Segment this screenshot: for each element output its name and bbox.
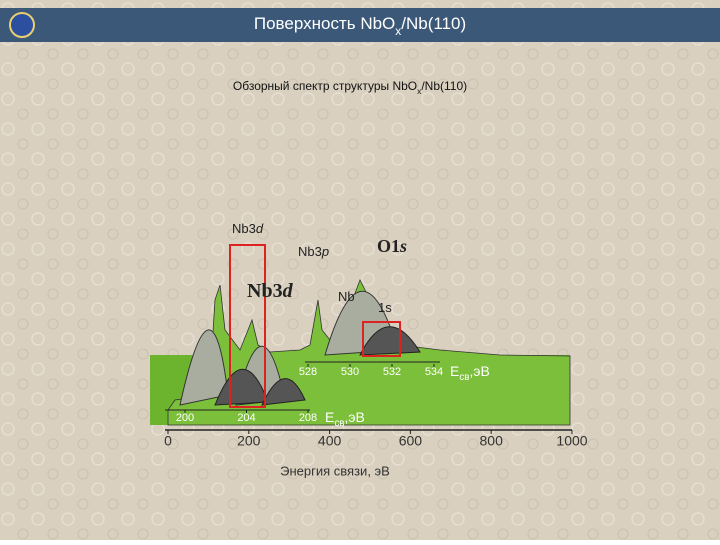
text-part: d — [283, 280, 294, 302]
caption: Обзорный спектр структуры NbOx/Nb(110) — [233, 79, 467, 96]
peak — [179, 329, 229, 406]
text-part: св — [334, 418, 344, 429]
text-part: s — [399, 236, 407, 256]
x-tick-label: 200 — [237, 433, 261, 449]
annotation: O1s — [377, 236, 407, 256]
highlight-box — [229, 244, 266, 408]
text-part: Nb3 — [298, 244, 322, 259]
inset-tick-label: 528 — [299, 366, 317, 378]
annotation: Nb3p — [298, 244, 329, 259]
title: Поверхность NbOx/Nb(110) — [254, 14, 466, 38]
x-tick-label: 400 — [318, 433, 342, 449]
header-bar — [0, 8, 720, 42]
text-part: ,эВ — [469, 363, 489, 379]
x-tick-label: 0 — [164, 433, 172, 449]
inset-tick-label: 204 — [237, 412, 255, 424]
text-part: x — [417, 86, 422, 96]
text-part: Поверхность NbO — [254, 14, 395, 33]
text-part: E — [325, 409, 334, 425]
inset-tick-label: 200 — [176, 412, 194, 424]
x-tick-label: 600 — [399, 433, 423, 449]
annotation: Nb — [338, 289, 355, 304]
figure — [150, 244, 572, 431]
annotation: 1s — [378, 300, 392, 315]
inset-tick-label: 530 — [341, 366, 359, 378]
peak — [261, 378, 306, 406]
inset-axis-label: Eсв,эВ — [450, 363, 490, 383]
text-part: E — [450, 363, 459, 379]
peak — [359, 326, 421, 356]
annotation: Nb3d — [232, 221, 264, 236]
highlight-box — [362, 321, 401, 357]
text-part: св — [459, 372, 469, 383]
inset-axis-label: Eсв,эВ — [325, 409, 365, 429]
text-part: Обзорный спектр структуры NbO — [233, 79, 417, 93]
text-part: 1s — [378, 300, 392, 315]
text-part: /Nb(110) — [421, 79, 467, 93]
text-part: Nb — [338, 289, 355, 304]
text-part: O1 — [377, 236, 400, 256]
x-tick-label: 800 — [480, 433, 504, 449]
text-part: p — [321, 244, 329, 259]
text-part: d — [256, 221, 264, 236]
text-part: /Nb(110) — [401, 14, 466, 33]
inset-tick-label: 534 — [425, 366, 443, 378]
x-axis-label: Энергия связи, эВ — [280, 463, 390, 478]
text-part: ,эВ — [344, 409, 364, 425]
text-part: Nb3 — [247, 280, 283, 302]
text-part: x — [395, 24, 401, 38]
inset-tick-label: 532 — [383, 366, 401, 378]
annotation: Nb3d — [247, 280, 294, 302]
x-tick-label: 1000 — [556, 433, 587, 449]
logo — [9, 12, 35, 38]
inset-tick-label: 208 — [299, 412, 317, 424]
text-part: Nb3 — [232, 221, 256, 236]
